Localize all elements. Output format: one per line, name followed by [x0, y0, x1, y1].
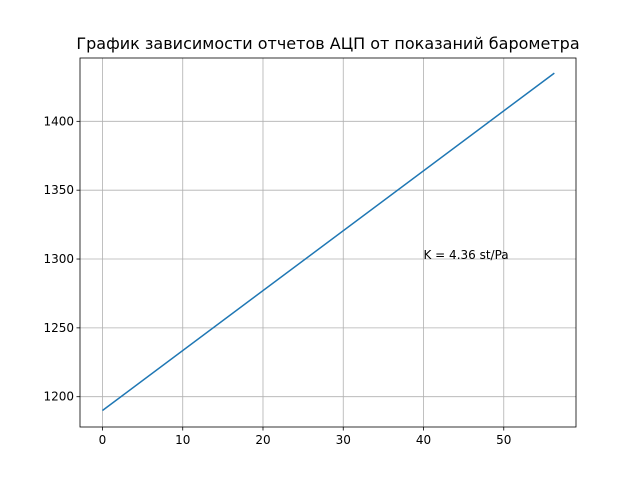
x-tick-label: 20 — [255, 433, 270, 447]
x-tick-label: 30 — [336, 433, 351, 447]
x-tick-label: 10 — [175, 433, 190, 447]
x-tick-label: 0 — [99, 433, 107, 447]
series-layer — [102, 72, 555, 412]
plot-frame — [79, 57, 577, 428]
annotation-label: K = 4.36 st/Pa — [424, 248, 509, 262]
y-tick-label: 1300 — [43, 252, 74, 266]
y-tick-label: 1200 — [43, 390, 74, 404]
x-tick-label: 50 — [496, 433, 511, 447]
annotations: K = 4.36 st/Pa — [424, 248, 509, 262]
chart-title: График зависимости отчетов АЦП от показа… — [76, 34, 579, 53]
x-tick-label: 40 — [416, 433, 431, 447]
y-tick-label: 1400 — [43, 114, 74, 128]
y-tick-label: 1250 — [43, 321, 74, 335]
ticks: 0 10 20 30 40 50 1200 1250 1300 1350 1400 — [43, 114, 511, 447]
series-line — [102, 72, 555, 412]
y-tick-label: 1350 — [43, 183, 74, 197]
grid — [80, 58, 576, 427]
